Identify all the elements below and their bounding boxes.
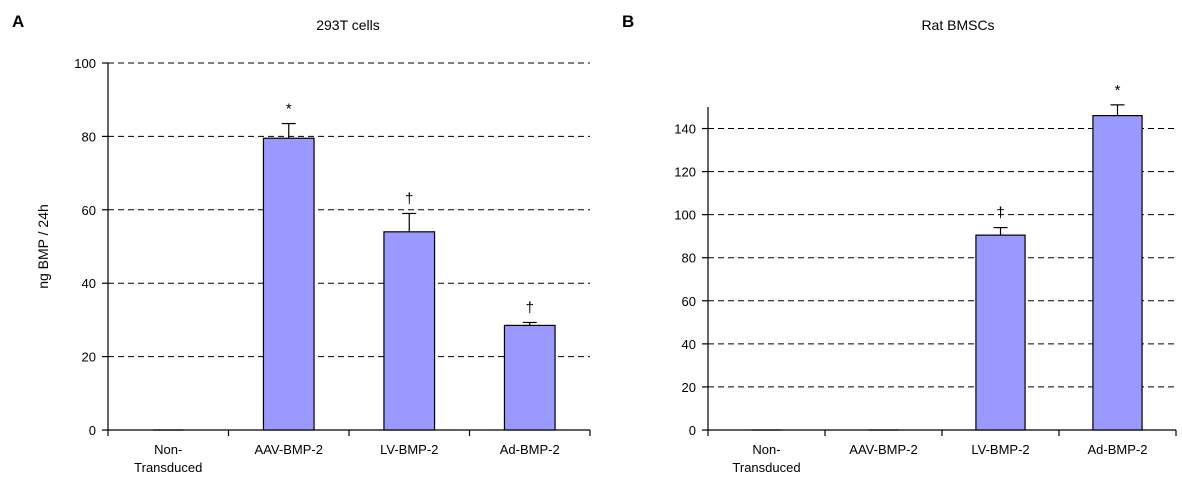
bar — [1092, 115, 1143, 431]
significance-marker: † — [526, 299, 534, 316]
y-tick-label: 0 — [689, 423, 696, 438]
x-tick-label: AAV-BMP-2 — [849, 442, 917, 457]
x-tick-label-line: LV-BMP-2 — [380, 442, 438, 457]
y-tick-label: 140 — [674, 122, 696, 137]
significance-marker: † — [405, 190, 413, 207]
y-tick-label: 80 — [682, 251, 696, 266]
x-tick-label-line: Non- — [752, 442, 780, 457]
x-tick-label-line: Ad-BMP-2 — [500, 442, 560, 457]
x-tick-label: Ad-BMP-2 — [500, 442, 560, 457]
bar — [262, 137, 315, 431]
y-tick-label: 0 — [89, 423, 96, 438]
x-tick-label: LV-BMP-2 — [380, 442, 438, 457]
chart-title: Rat BMSCs — [921, 17, 994, 33]
y-tick-label: 40 — [682, 337, 696, 352]
significance-marker: * — [1115, 82, 1121, 99]
x-tick-label: Ad-BMP-2 — [1088, 442, 1148, 457]
x-tick-label: AAV-BMP-2 — [255, 442, 323, 457]
y-tick-label: 120 — [674, 165, 696, 180]
y-tick-label: 100 — [74, 56, 96, 71]
bar — [383, 231, 436, 431]
chart-panel-a: A 293T cells ng BMP / 24h 0 20 40 60 80 100 Non- T… — [12, 12, 591, 475]
significance-marker: * — [286, 101, 292, 118]
x-tick-label-line: Non- — [154, 442, 182, 457]
chart-title: 293T cells — [316, 17, 380, 33]
panel-label: B — [622, 12, 634, 31]
y-tick-label: 60 — [682, 294, 696, 309]
y-axis-label: ng BMP / 24h — [35, 204, 51, 289]
x-tick-label-line: LV-BMP-2 — [971, 442, 1029, 457]
x-tick-label: Non- Transduced — [134, 442, 202, 475]
bar — [503, 324, 556, 431]
x-tick-label-line: Ad-BMP-2 — [1088, 442, 1148, 457]
chart-panel-b: B Rat BMSCs 0 20 40 60 80 100 120 140 Non- Transduc… — [622, 12, 1177, 475]
significance-marker: † — [996, 205, 1004, 222]
y-tick-label: 20 — [682, 380, 696, 395]
x-tick-label: LV-BMP-2 — [971, 442, 1029, 457]
y-tick-label: 100 — [674, 208, 696, 223]
panel-label: A — [12, 12, 24, 31]
y-tick-label: 20 — [82, 350, 96, 365]
x-tick-label-line: AAV-BMP-2 — [849, 442, 917, 457]
y-tick-label: 60 — [82, 203, 96, 218]
y-tick-label: 80 — [82, 129, 96, 144]
x-tick-label: Non- Transduced — [732, 442, 800, 475]
x-tick-label-line: Transduced — [732, 460, 800, 475]
bar — [975, 234, 1026, 431]
x-tick-label-line: Transduced — [134, 460, 202, 475]
y-tick-label: 40 — [82, 276, 96, 291]
x-tick-label-line: AAV-BMP-2 — [255, 442, 323, 457]
